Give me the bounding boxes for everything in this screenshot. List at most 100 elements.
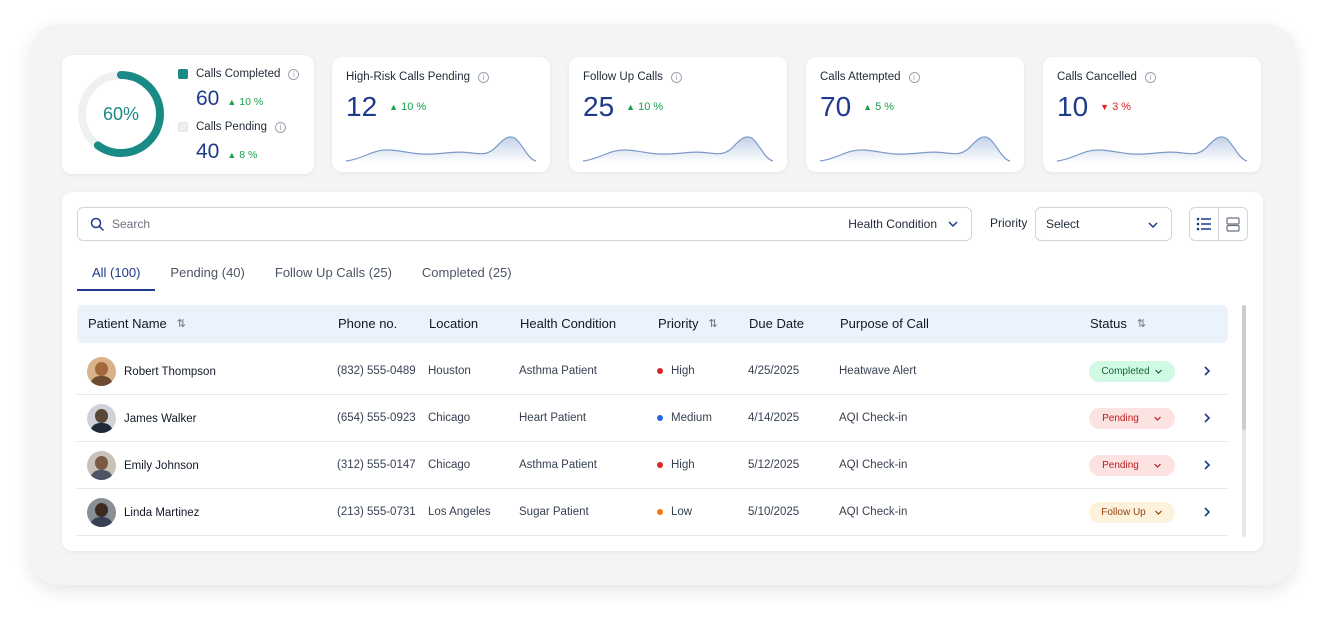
legend-completed: Calls Completed i: [178, 68, 300, 80]
pending-value: 40: [196, 140, 220, 163]
table-row[interactable]: Emily Johnson (312) 555-0147 Chicago Ast…: [77, 442, 1228, 489]
status-text: Completed: [1101, 366, 1150, 377]
info-icon[interactable]: i: [288, 68, 300, 80]
stat-title: Follow Up Calls i: [583, 71, 682, 83]
stat-title: High-Risk Calls Pending i: [346, 71, 489, 83]
phone-cell: (832) 555-0489: [337, 365, 416, 377]
header-location: Location: [429, 316, 478, 331]
status-badge[interactable]: Pending: [1089, 408, 1175, 429]
trend-up-icon: ▲: [389, 102, 399, 112]
priority-cell: Low: [657, 506, 692, 518]
header-label: Phone no.: [338, 316, 398, 331]
search-input[interactable]: Search: [112, 217, 151, 231]
view-toggle: [1189, 207, 1248, 241]
stat-delta: ▲ 10 %: [389, 101, 426, 113]
status-text: Pending: [1102, 413, 1139, 424]
info-icon[interactable]: i: [908, 71, 920, 83]
info-icon[interactable]: i: [1144, 71, 1156, 83]
priority-text: Low: [671, 506, 693, 518]
avatar: [87, 498, 116, 527]
priority-cell: Medium: [657, 412, 712, 424]
completed-value: 60: [196, 87, 220, 110]
priority-select[interactable]: Select: [1035, 207, 1172, 241]
table-row[interactable]: Robert Thompson (832) 555-0489 Houston A…: [77, 348, 1228, 395]
chevron-right-icon[interactable]: [1201, 506, 1213, 518]
patient-cell: James Walker: [87, 404, 196, 433]
location-cell: Chicago: [428, 412, 471, 424]
stat-card-cancelled: Calls Cancelled i 10 ▼ 3 %: [1043, 57, 1261, 172]
location-cell: Los Angeles: [428, 506, 491, 518]
table-scrollbar[interactable]: [1242, 305, 1246, 537]
status-badge[interactable]: Follow Up: [1089, 502, 1175, 523]
stat-delta-text: 5 %: [875, 101, 895, 113]
tab-all[interactable]: All (100): [77, 261, 156, 291]
patient-name: James Walker: [124, 412, 197, 425]
stat-value: 25: [583, 91, 615, 122]
due-date-cell: 5/12/2025: [748, 459, 800, 471]
priority-dot: [657, 462, 663, 468]
stat-delta: ▲ 10 %: [626, 101, 663, 113]
status-text: Pending: [1102, 460, 1139, 471]
purpose-cell: AQI Check-in: [839, 412, 908, 424]
status-text: Follow Up: [1101, 507, 1146, 518]
chevron-right-icon[interactable]: [1201, 365, 1213, 377]
patient-name: Emily Johnson: [124, 459, 199, 472]
status-badge[interactable]: Completed: [1089, 361, 1175, 382]
priority-text: Medium: [671, 412, 712, 424]
status-badge[interactable]: Pending: [1089, 455, 1175, 476]
location-cell: Chicago: [428, 459, 471, 471]
header-label: Location: [429, 316, 479, 331]
chevron-down-icon: [948, 221, 958, 228]
stat-value-row: 25 ▲ 10 %: [583, 91, 663, 123]
header-patient-name[interactable]: Patient Name ⇅: [88, 316, 186, 331]
chevron-down-icon: [1153, 463, 1161, 468]
trend-up-icon: ▲: [227, 150, 237, 160]
header-label: Purpose of Call: [840, 316, 929, 331]
patient-name: Robert Thompson: [124, 365, 216, 378]
search-icon: [90, 217, 104, 231]
info-icon[interactable]: i: [274, 121, 286, 133]
completed-delta: ▲ 10 %: [227, 96, 263, 108]
chevron-down-icon: [1154, 369, 1162, 374]
scrollbar-thumb[interactable]: [1242, 305, 1246, 430]
stat-title-text: High-Risk Calls Pending: [346, 71, 470, 83]
info-icon[interactable]: i: [478, 71, 489, 83]
table-header: Patient Name ⇅ Phone no. Location Health …: [77, 305, 1228, 343]
patient-cell: Emily Johnson: [87, 451, 199, 480]
health-condition-select[interactable]: Health Condition: [848, 217, 959, 231]
sparkline-chart: [346, 136, 536, 163]
condition-cell: Sugar Patient: [519, 506, 589, 518]
search-bar[interactable]: Search Health Condition: [77, 207, 972, 241]
header-status[interactable]: Status ⇅: [1090, 316, 1146, 331]
sparkline-chart: [1057, 136, 1247, 163]
header-label: Patient Name: [88, 316, 167, 331]
sort-icon[interactable]: ⇅: [1136, 317, 1147, 330]
chevron-down-icon: [1154, 510, 1162, 515]
list-view-button[interactable]: [1190, 208, 1218, 240]
chevron-right-icon[interactable]: [1201, 459, 1213, 471]
header-priority[interactable]: Priority ⇅: [658, 316, 718, 331]
pending-swatch: [178, 122, 188, 132]
pending-value-row: 40 ▲ 8 %: [196, 140, 257, 164]
stat-delta: ▼ 3 %: [1100, 101, 1131, 113]
table-row[interactable]: James Walker (654) 555-0923 Chicago Hear…: [77, 395, 1228, 442]
stat-delta-text: 10 %: [638, 101, 664, 113]
sparkline-chart: [583, 136, 773, 163]
chevron-right-icon[interactable]: [1201, 412, 1213, 424]
table-row[interactable]: Linda Martinez (213) 555-0731 Los Angele…: [77, 489, 1228, 536]
info-icon[interactable]: i: [670, 71, 682, 83]
sort-icon[interactable]: ⇅: [708, 317, 718, 330]
tab-pending[interactable]: Pending (40): [170, 265, 245, 280]
chevron-down-icon: [1148, 222, 1158, 229]
completed-label: Calls Completed: [196, 68, 281, 80]
legend-pending: Calls Pending i: [178, 121, 286, 133]
pending-delta-text: 8 %: [239, 149, 258, 161]
stat-delta-text: 3 %: [1112, 101, 1132, 113]
tab-completed[interactable]: Completed (25): [421, 265, 512, 280]
tab-follow-up-calls[interactable]: Follow Up Calls (25): [274, 265, 392, 280]
trend-up-icon: ▲: [227, 97, 237, 107]
completion-percent: 60%: [102, 103, 140, 124]
sort-icon[interactable]: ⇅: [176, 317, 186, 330]
card-view-button[interactable]: [1218, 208, 1247, 240]
trend-up-icon: ▲: [863, 102, 873, 112]
